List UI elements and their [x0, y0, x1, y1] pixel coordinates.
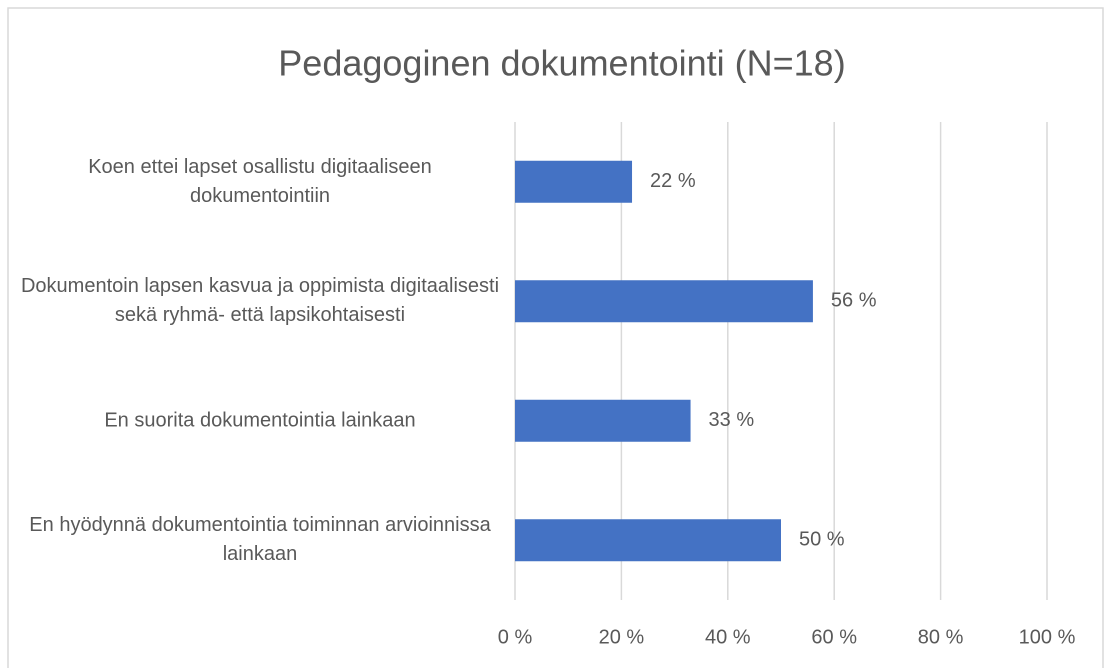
bar — [515, 519, 781, 562]
x-tick-label: 80 % — [918, 626, 964, 648]
y-tick-label: En suorita dokumentointia lainkaan — [104, 409, 416, 432]
x-tick-label: 60 % — [811, 626, 857, 648]
value-label: 50 % — [799, 529, 845, 551]
value-label: 33 % — [709, 409, 755, 431]
y-tick-label: En hyödynnä dokumentointia toiminnan arv… — [29, 514, 491, 566]
chart-title: Pedagoginen dokumentointi (N=18) — [278, 43, 845, 84]
y-tick-label: Koen ettei lapset osallistu digitaalisee… — [88, 155, 432, 207]
bar — [515, 160, 633, 203]
bar — [515, 399, 691, 442]
value-label: 22 % — [650, 170, 696, 192]
value-label: 56 % — [831, 290, 877, 312]
x-tick-label: 20 % — [599, 626, 645, 648]
x-tick-label: 100 % — [1019, 626, 1076, 648]
y-tick-label: Dokumentoin lapsen kasvua ja oppimista d… — [20, 275, 500, 327]
bar — [515, 280, 813, 323]
x-tick-label: 0 % — [498, 626, 533, 648]
x-tick-label: 40 % — [705, 626, 751, 648]
